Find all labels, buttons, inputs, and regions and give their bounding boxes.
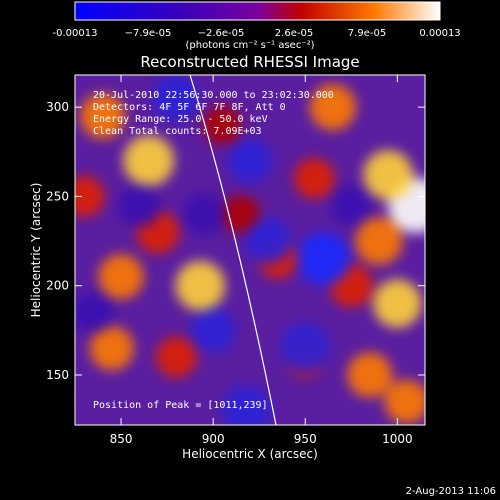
emission-blob (347, 352, 393, 398)
y-axis-label: Heliocentric Y (arcsec) (29, 183, 43, 318)
energy-range-label: Energy Range: 25.0 - 50.0 keV (93, 114, 268, 125)
heatmap-image (75, 75, 425, 425)
chart-title: Reconstructed RHESSI Image (140, 53, 359, 71)
x-tick-label: 1000 (382, 432, 413, 446)
negative-blob (75, 291, 115, 334)
emission-blob (373, 279, 422, 328)
negative-blob (330, 184, 372, 226)
negative-blob (297, 232, 351, 286)
colorbar-tick-label: 7.9e-05 (348, 28, 386, 39)
y-tick-label: 150 (46, 368, 69, 382)
emission-blob (123, 135, 175, 187)
emission-blob (175, 260, 226, 311)
y-tick-label: 300 (46, 100, 69, 114)
emission-blob (203, 105, 242, 145)
emission-blob (309, 83, 357, 131)
emission-blob (79, 93, 126, 139)
x-tick-label: 850 (110, 432, 133, 446)
colorbar-tick-label: 0.00013 (419, 28, 460, 39)
plot-frame (74, 74, 426, 426)
x-axis-ticks: 850 900 950 1000 (110, 75, 413, 446)
solar-limb-line (189, 75, 277, 425)
negative-blob (227, 138, 273, 183)
emission-blob (75, 175, 105, 217)
emission-blob (384, 379, 425, 424)
y-tick-label: 200 (46, 279, 69, 293)
negative-blob (280, 323, 330, 373)
colorbar-tick-label: 2.6e-05 (275, 28, 313, 39)
negative-blob (182, 193, 225, 236)
negative-blob (222, 386, 271, 425)
colorbar (74, 1, 441, 21)
emission-blob (363, 150, 414, 200)
x-tick-label: 950 (294, 432, 317, 446)
x-tick-label: 900 (202, 432, 225, 446)
time-range-label: 20-Jul-2010 22:56:30.000 to 23:02:30.000 (93, 90, 334, 101)
y-tick-label: 250 (46, 189, 69, 203)
negative-blob (191, 308, 236, 353)
detectors-label: Detectors: 4F 5F 6F 7F 8F, Att 0 (93, 102, 286, 113)
colorbar-tick-label: -0.00013 (53, 28, 98, 39)
y-axis-ticks: 150 200 250 300 (46, 100, 425, 382)
emission-blob (89, 326, 134, 371)
colorbar-units: (photons cm⁻² s⁻¹ asec⁻²) (185, 40, 314, 51)
negative-blob (117, 183, 162, 227)
footer-date: 2-Aug-2013 11:06 (406, 486, 496, 497)
peak-position-label: Position of Peak = [1011,239] (93, 400, 268, 411)
emission-blob (155, 336, 197, 378)
negative-blob (153, 75, 200, 122)
clean-counts-label: Clean Total counts: 7.09E+03 (93, 126, 262, 137)
negative-blob (245, 218, 292, 264)
colorbar-tick-label: −2.6e-05 (198, 28, 245, 39)
emission-blob (294, 158, 335, 200)
x-axis-label: Heliocentric X (arcsec) (182, 447, 318, 461)
colorbar-tick-label: −7.9e-05 (125, 28, 172, 39)
emission-blob (355, 217, 403, 265)
colorbar-ticks: -0.00013 −7.9e-05 −2.6e-05 2.6e-05 7.9e-05 0.… (53, 28, 461, 39)
emission-blob (98, 254, 144, 300)
